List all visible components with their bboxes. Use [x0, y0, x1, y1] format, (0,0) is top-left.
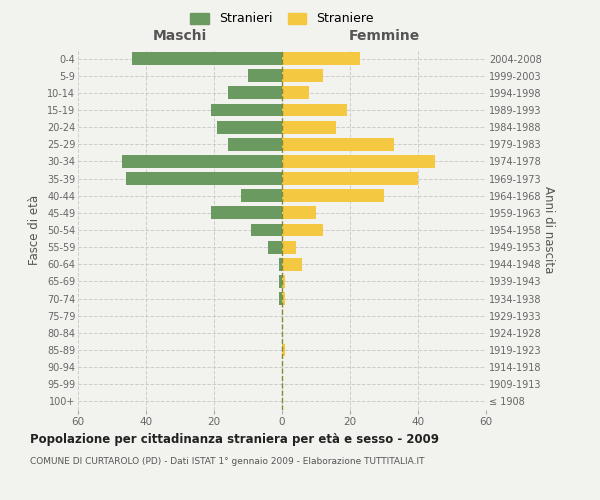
Bar: [282, 206, 316, 220]
Bar: [282, 292, 286, 305]
Bar: [278, 275, 282, 288]
Bar: [251, 224, 282, 236]
Bar: [282, 104, 347, 117]
Bar: [282, 155, 435, 168]
Bar: [282, 138, 394, 150]
Bar: [282, 258, 302, 270]
Text: Femmine: Femmine: [349, 29, 419, 43]
Y-axis label: Fasce di età: Fasce di età: [28, 195, 41, 265]
Bar: [282, 240, 296, 254]
Text: Popolazione per cittadinanza straniera per età e sesso - 2009: Popolazione per cittadinanza straniera p…: [30, 432, 439, 446]
Bar: [122, 155, 282, 168]
Bar: [282, 224, 323, 236]
Text: COMUNE DI CURTAROLO (PD) - Dati ISTAT 1° gennaio 2009 - Elaborazione TUTTITALIA.: COMUNE DI CURTAROLO (PD) - Dati ISTAT 1°…: [30, 458, 425, 466]
Bar: [241, 190, 282, 202]
Bar: [282, 172, 418, 185]
Bar: [282, 120, 337, 134]
Bar: [268, 240, 282, 254]
Bar: [282, 52, 360, 65]
Bar: [133, 52, 282, 65]
Legend: Stranieri, Straniere: Stranieri, Straniere: [187, 8, 377, 29]
Bar: [217, 120, 282, 134]
Bar: [282, 70, 323, 82]
Bar: [248, 70, 282, 82]
Bar: [211, 104, 282, 117]
Text: Maschi: Maschi: [153, 29, 207, 43]
Y-axis label: Anni di nascita: Anni di nascita: [542, 186, 556, 274]
Bar: [227, 138, 282, 150]
Bar: [278, 258, 282, 270]
Bar: [278, 292, 282, 305]
Bar: [282, 190, 384, 202]
Bar: [282, 86, 309, 100]
Bar: [282, 275, 286, 288]
Bar: [227, 86, 282, 100]
Bar: [211, 206, 282, 220]
Bar: [282, 344, 286, 356]
Bar: [125, 172, 282, 185]
